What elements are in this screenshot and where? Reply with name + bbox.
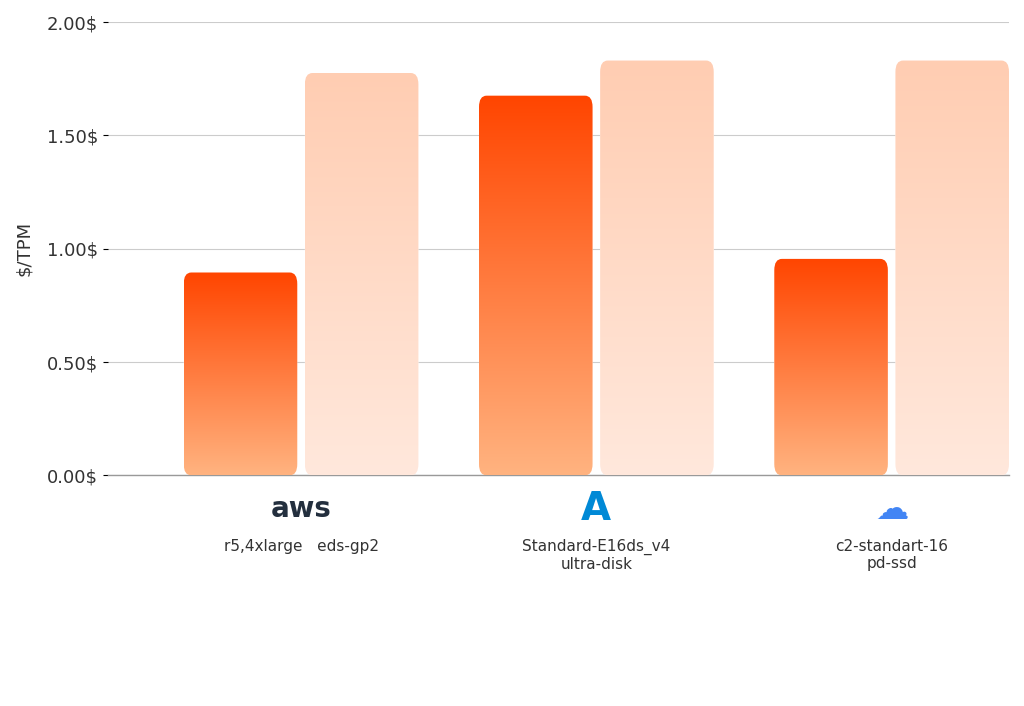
Text: Standard-E16ds_v4
ultra-disk: Standard-E16ds_v4 ultra-disk [522, 539, 671, 573]
FancyBboxPatch shape [600, 61, 714, 475]
FancyBboxPatch shape [183, 273, 297, 475]
FancyBboxPatch shape [305, 73, 419, 475]
Text: ☁: ☁ [874, 493, 908, 526]
Text: c2-standart-16
pd-ssd: c2-standart-16 pd-ssd [836, 539, 948, 571]
Text: r5,4xlarge   eds-gp2: r5,4xlarge eds-gp2 [223, 539, 379, 554]
FancyBboxPatch shape [479, 96, 593, 475]
Text: aws: aws [270, 496, 332, 523]
FancyBboxPatch shape [774, 259, 888, 475]
Y-axis label: $/TPM: $/TPM [15, 221, 33, 276]
FancyBboxPatch shape [895, 61, 1009, 475]
Text: A: A [582, 491, 611, 528]
